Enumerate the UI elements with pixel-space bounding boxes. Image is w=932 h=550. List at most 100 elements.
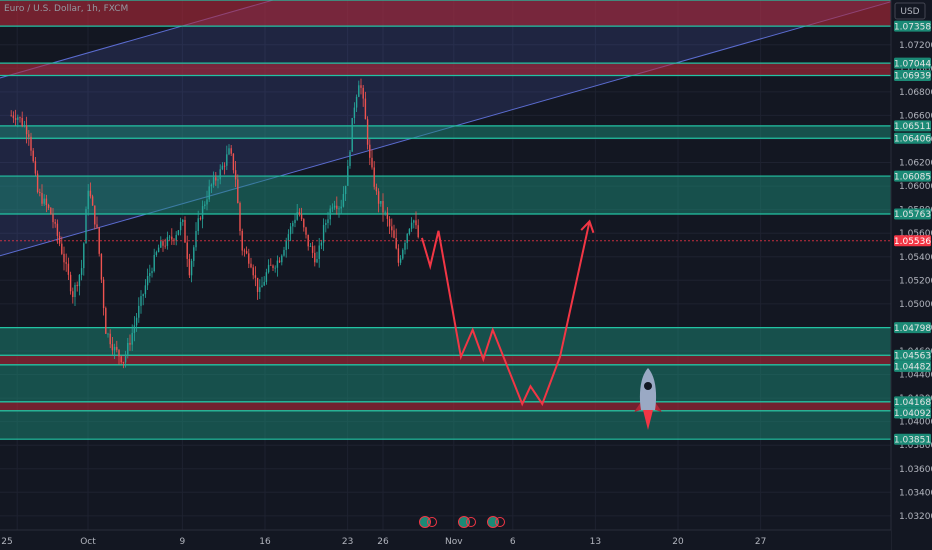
candle-body bbox=[287, 234, 290, 241]
rocket-fin bbox=[655, 402, 662, 412]
candle-body bbox=[234, 170, 237, 180]
candle-body bbox=[195, 230, 197, 248]
x-tick-label: 25 bbox=[1, 537, 12, 547]
candle-body bbox=[417, 225, 419, 238]
candle-body bbox=[300, 214, 303, 220]
candle-body bbox=[329, 208, 331, 220]
price-level-tag bbox=[894, 120, 931, 132]
candle-body bbox=[265, 272, 268, 282]
projection-arrowhead bbox=[580, 219, 595, 234]
candle-body bbox=[186, 242, 188, 259]
candle-body bbox=[182, 219, 184, 223]
candle-body bbox=[219, 169, 221, 180]
candle-body bbox=[102, 279, 105, 309]
candle-body bbox=[410, 222, 413, 229]
candle-body bbox=[124, 354, 127, 363]
zone-red bbox=[0, 0, 891, 27]
candle-body bbox=[333, 205, 336, 208]
x-tick-label: 9 bbox=[180, 537, 186, 547]
candle-body bbox=[100, 253, 103, 280]
candle-body bbox=[34, 161, 37, 174]
candle-body bbox=[85, 209, 87, 244]
candle-body bbox=[116, 346, 118, 350]
candle-body bbox=[340, 206, 342, 209]
candle-body bbox=[98, 227, 100, 254]
toolbar-icon-ring bbox=[427, 517, 437, 527]
candle-body bbox=[94, 205, 96, 225]
candle-body bbox=[344, 185, 347, 195]
toolbar-icon-circle bbox=[419, 516, 431, 528]
candle-body bbox=[129, 342, 131, 345]
candle-body bbox=[283, 249, 285, 256]
candle-body bbox=[270, 264, 272, 266]
candle-body bbox=[406, 233, 408, 243]
candle-body bbox=[118, 349, 120, 357]
candle-body bbox=[267, 264, 270, 273]
candle-body bbox=[89, 190, 92, 197]
candle-body bbox=[358, 85, 360, 97]
candle-body bbox=[408, 228, 411, 234]
price-level-label: 1.05536 bbox=[894, 237, 931, 247]
candle-body bbox=[105, 308, 107, 334]
y-tick-label: 1.05200 bbox=[899, 276, 932, 286]
candle-body bbox=[72, 291, 74, 298]
candle-body bbox=[142, 294, 144, 297]
candle-body bbox=[274, 267, 276, 269]
candle-body bbox=[375, 186, 378, 192]
price-level-label: 1.04092 bbox=[894, 409, 931, 419]
candle-body bbox=[23, 125, 26, 127]
candle-body bbox=[47, 204, 50, 208]
candle-body bbox=[296, 212, 298, 220]
candle-body bbox=[314, 252, 316, 263]
y-tick-label: 1.06000 bbox=[899, 182, 932, 192]
candle-body bbox=[107, 333, 109, 335]
candle-body bbox=[157, 247, 160, 253]
price-level-tag bbox=[894, 235, 931, 247]
candle-body bbox=[239, 203, 241, 231]
emoji-toolbar-icon[interactable] bbox=[458, 516, 476, 528]
candle-body bbox=[204, 204, 206, 207]
candle-body bbox=[74, 284, 76, 298]
candle-body bbox=[179, 222, 182, 231]
candle-body bbox=[399, 258, 402, 263]
candle-body bbox=[188, 258, 191, 276]
x-tick-label: Nov bbox=[445, 537, 463, 547]
candle-body bbox=[303, 219, 305, 228]
y-tick-label: 1.03600 bbox=[899, 465, 932, 475]
candle-body bbox=[25, 125, 28, 135]
y-tick-label: 1.05000 bbox=[899, 300, 932, 310]
zone-green bbox=[0, 410, 891, 440]
candle-body bbox=[162, 241, 164, 246]
candle-body bbox=[206, 199, 208, 205]
candle-body bbox=[272, 265, 274, 268]
candle-body bbox=[349, 151, 351, 166]
candle-body bbox=[10, 115, 12, 117]
candle-body bbox=[87, 190, 89, 210]
projection-path bbox=[420, 221, 591, 407]
replay-toolbar-icon[interactable] bbox=[419, 516, 437, 528]
channel-upper-line bbox=[0, 0, 276, 79]
candle-body bbox=[78, 274, 81, 287]
candle-body bbox=[241, 230, 243, 251]
price-level-label: 1.05763 bbox=[894, 210, 931, 220]
candle-body bbox=[373, 167, 375, 187]
candle-body bbox=[261, 285, 263, 288]
candle-body bbox=[54, 222, 56, 224]
candle-body bbox=[289, 226, 292, 235]
rocket-flame bbox=[643, 410, 653, 430]
candle-body bbox=[259, 287, 261, 292]
candle-body bbox=[50, 207, 52, 215]
candle-body bbox=[369, 144, 371, 158]
candle-body bbox=[171, 236, 173, 240]
camera-toolbar-icon[interactable] bbox=[487, 516, 505, 528]
candle-body bbox=[245, 251, 248, 254]
price-level-tag bbox=[894, 396, 931, 408]
candle-body bbox=[263, 281, 265, 286]
price-level-tag bbox=[894, 407, 931, 419]
candle-body bbox=[30, 136, 32, 151]
candle-body bbox=[278, 260, 281, 263]
candle-body bbox=[41, 193, 43, 204]
candle-body bbox=[36, 173, 39, 193]
candle-body bbox=[96, 224, 98, 228]
